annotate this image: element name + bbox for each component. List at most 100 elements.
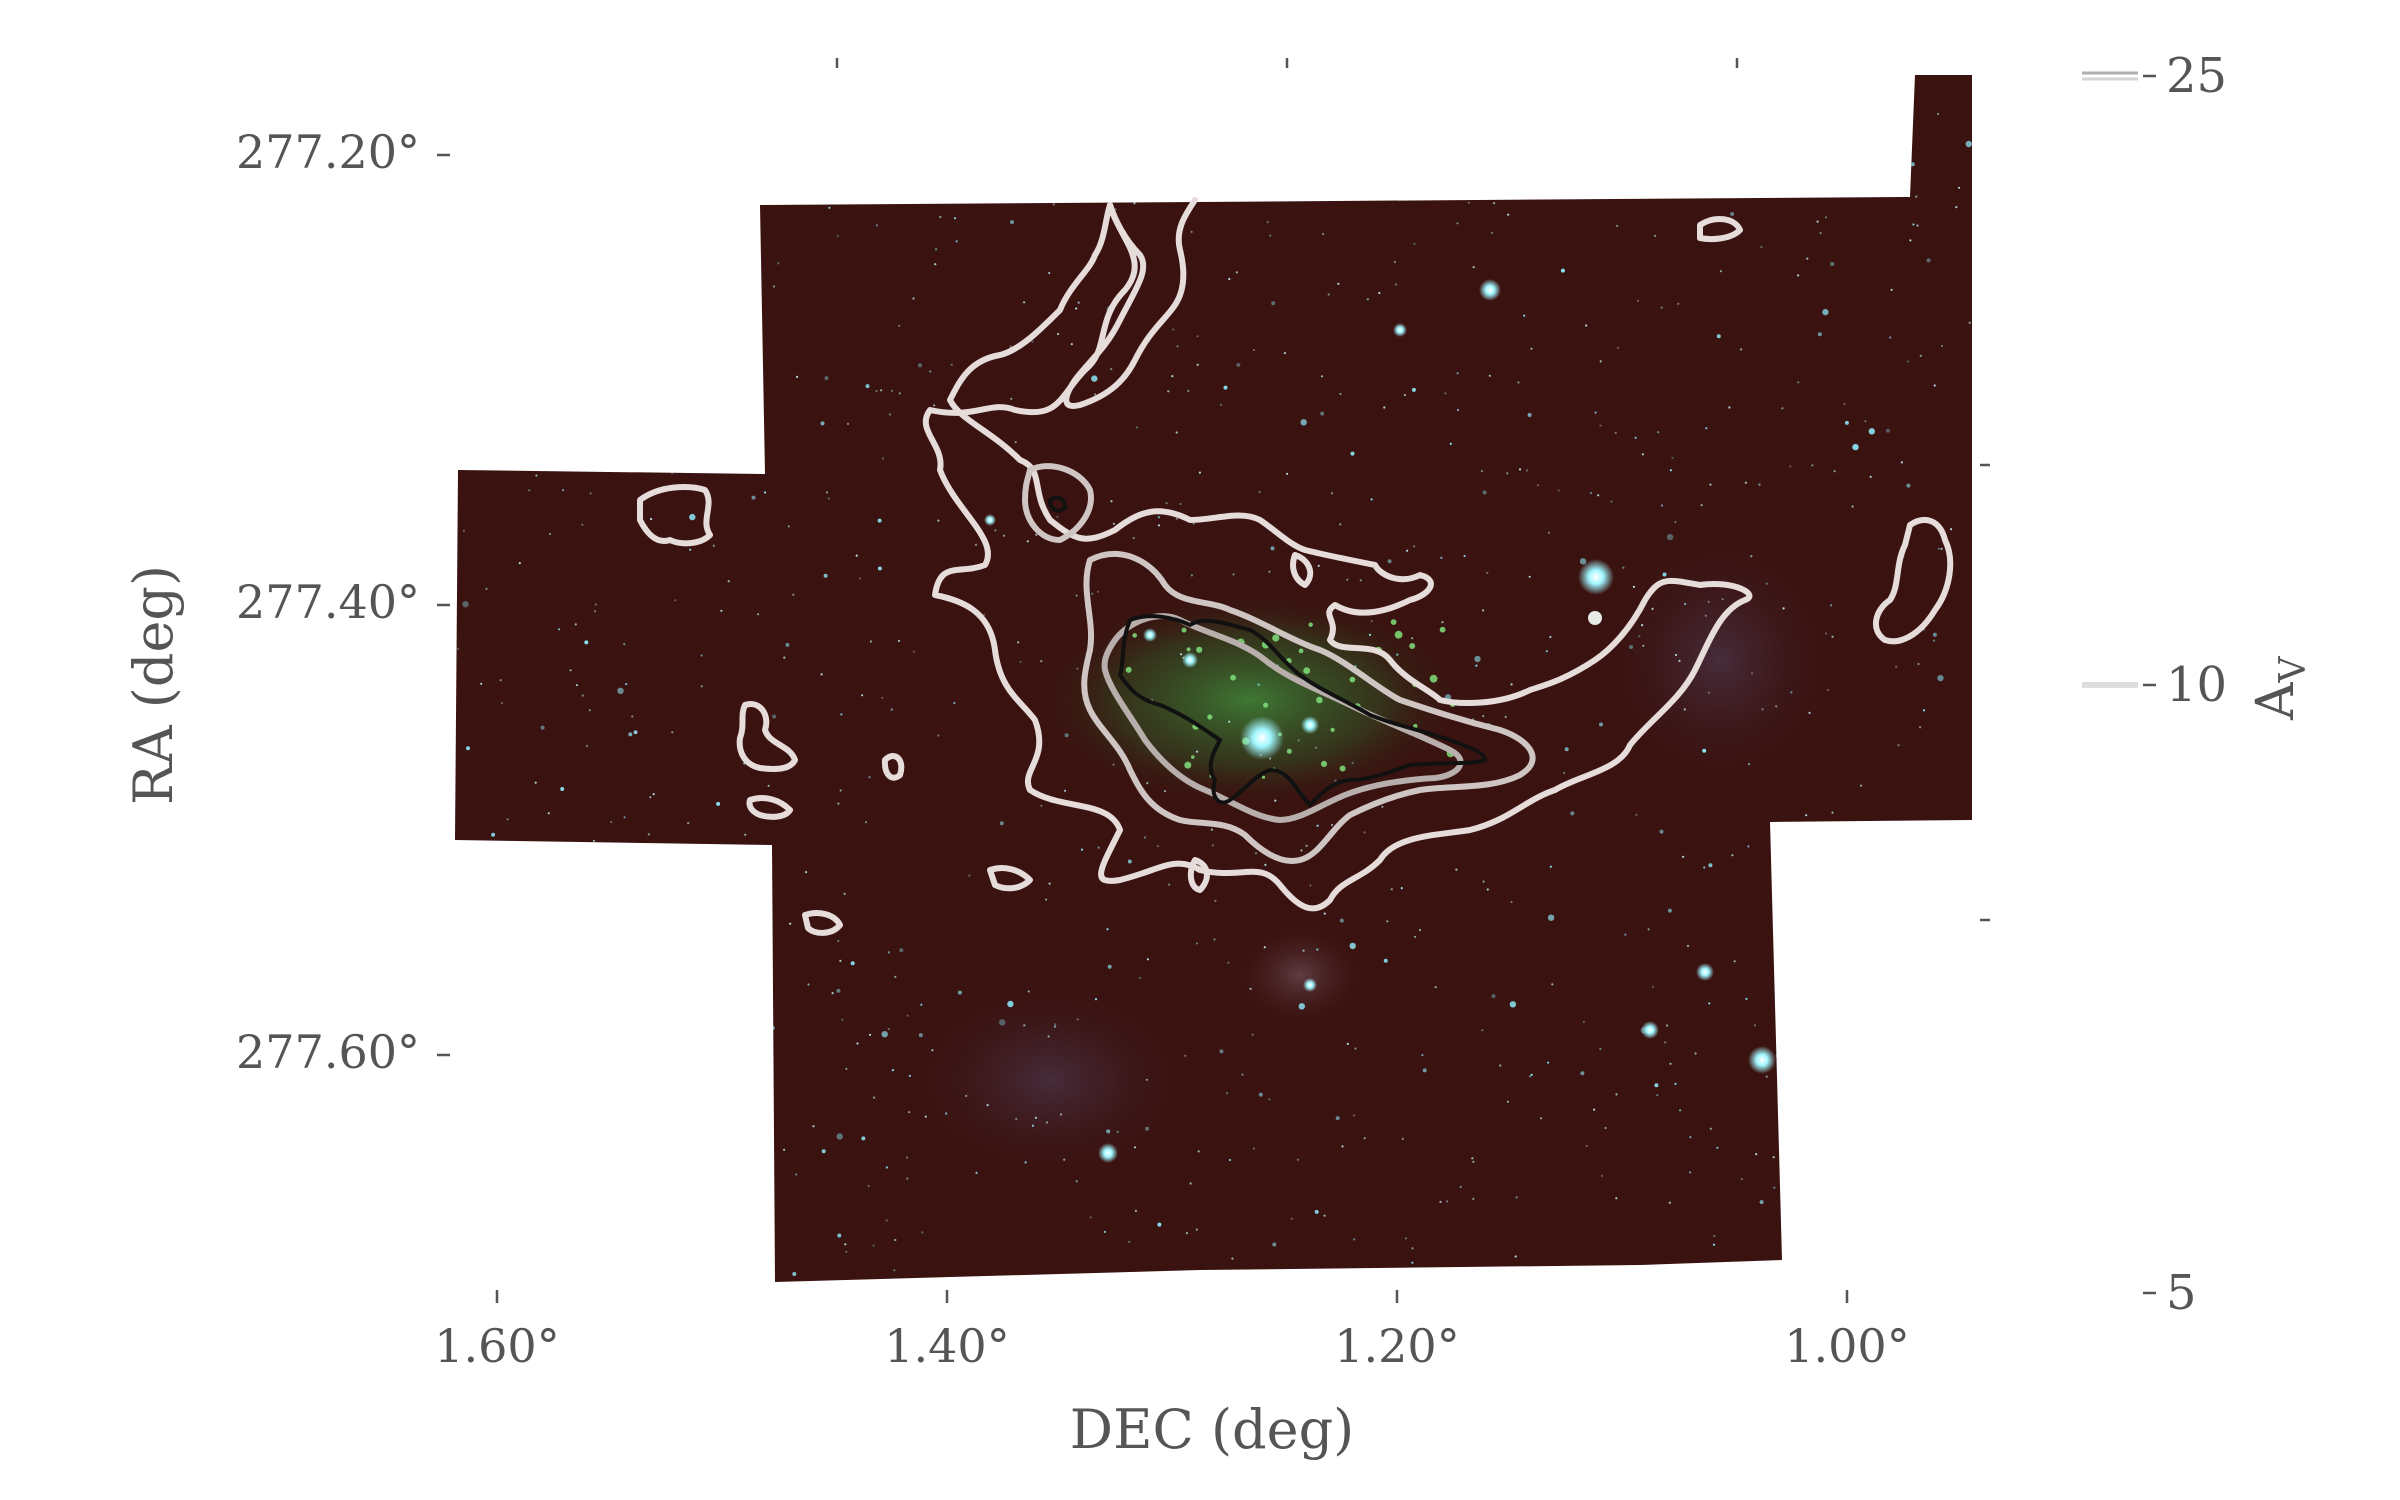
star: [1228, 720, 1231, 723]
star: [877, 566, 882, 571]
star: [732, 164, 735, 167]
cluster-star: [1272, 634, 1280, 642]
star: [593, 1214, 596, 1217]
contour-outer-loop-far-west: [881, 753, 905, 781]
star: [1775, 1054, 1778, 1058]
star: [1096, 590, 1099, 593]
star: [1659, 829, 1664, 834]
star: [1805, 814, 1808, 817]
star: [1187, 389, 1190, 392]
star: [1719, 270, 1722, 273]
star: [1233, 91, 1236, 94]
star: [1185, 1232, 1188, 1235]
star: [1475, 664, 1478, 667]
star: [1686, 944, 1690, 948]
star: [770, 1026, 775, 1030]
star: [1615, 1197, 1618, 1200]
star: [1076, 667, 1079, 670]
star: [1789, 465, 1792, 468]
star: [1225, 1092, 1229, 1095]
star: [576, 922, 580, 927]
star: [1346, 1042, 1349, 1045]
star: [1337, 282, 1340, 285]
star: [1320, 411, 1325, 416]
star: [1418, 928, 1422, 932]
star: [1786, 956, 1789, 959]
star: [957, 990, 962, 995]
star: [647, 833, 650, 836]
star: [1190, 230, 1193, 233]
star: [1270, 546, 1275, 551]
star: [1047, 1035, 1050, 1038]
star: [1076, 1018, 1079, 1021]
star: [821, 1149, 826, 1154]
star: [1268, 1098, 1271, 1101]
star: [840, 713, 843, 716]
star: [1114, 208, 1117, 211]
star: [659, 197, 662, 201]
star: [544, 94, 547, 97]
star: [1897, 744, 1900, 747]
star: [777, 262, 780, 265]
star: [1411, 1247, 1414, 1250]
star: [541, 132, 544, 135]
star: [881, 696, 884, 699]
star: [1398, 106, 1403, 111]
star: [1350, 451, 1355, 456]
star: [717, 102, 721, 105]
star: [1396, 653, 1399, 656]
star: [1400, 887, 1403, 890]
star: [493, 344, 496, 347]
star: [1514, 1255, 1517, 1258]
star: [1728, 406, 1731, 409]
star: [649, 796, 652, 799]
cluster-star: [1316, 696, 1323, 704]
star: [1509, 1001, 1517, 1008]
star: [1653, 234, 1657, 237]
star: [1642, 644, 1645, 647]
star: [1335, 1116, 1340, 1121]
star: [1894, 1100, 1897, 1103]
star: [887, 951, 891, 954]
star: [1878, 1000, 1881, 1003]
star: [1557, 489, 1560, 492]
star: [1826, 1034, 1829, 1037]
star: [1126, 110, 1131, 115]
star: [912, 297, 915, 300]
star: [593, 976, 597, 979]
star: [1363, 105, 1366, 108]
star: [906, 1014, 909, 1017]
star: [1456, 408, 1460, 412]
star: [1444, 392, 1447, 395]
star: [1830, 262, 1835, 266]
star: [845, 1250, 848, 1253]
star: [1580, 1071, 1585, 1076]
star: [1107, 964, 1112, 969]
star: [1716, 334, 1721, 339]
star: [935, 248, 938, 251]
star: [1678, 659, 1681, 663]
star: [1383, 406, 1386, 409]
star: [751, 252, 754, 256]
star: [1950, 528, 1953, 531]
star: [574, 920, 577, 923]
star: [1947, 858, 1950, 861]
star: [1469, 174, 1473, 177]
star: [1266, 221, 1269, 224]
star: [1919, 354, 1922, 357]
star: [1841, 1090, 1844, 1093]
star: [1861, 168, 1864, 171]
star: [1197, 1150, 1200, 1153]
star: [764, 491, 767, 494]
star: [1912, 223, 1915, 226]
star: [767, 784, 770, 787]
star: [1507, 213, 1510, 216]
star: [569, 669, 572, 672]
contour-outer-loop-south: [987, 865, 1033, 892]
star: [1213, 938, 1216, 941]
star: [1091, 375, 1098, 382]
star: [1700, 504, 1703, 507]
star: [1712, 1243, 1716, 1246]
star: [1330, 823, 1334, 827]
star: [1937, 112, 1940, 115]
